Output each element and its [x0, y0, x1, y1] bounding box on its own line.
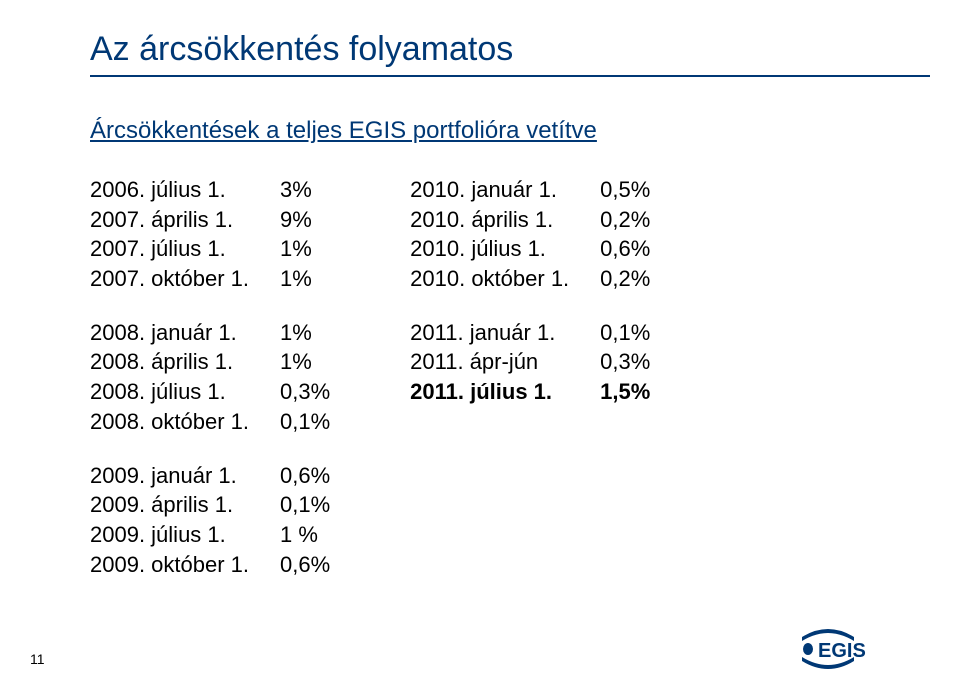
row-label: 2008. október 1.	[90, 407, 280, 437]
row-label: 2010. január 1.	[410, 175, 600, 205]
table-row: 2007. július 1.1%	[90, 234, 330, 264]
row-label: 2006. július 1.	[90, 175, 280, 205]
block-left-3: 2009. január 1.0,6% 2009. április 1.0,1%…	[90, 461, 330, 580]
row-value: 0,3%	[600, 347, 650, 377]
row-value: 1 %	[280, 520, 318, 550]
title-rule	[90, 75, 930, 77]
row-label: 2009. július 1.	[90, 520, 280, 550]
table-row: 2010. október 1.0,2%	[410, 264, 650, 294]
block-right-1: 2010. január 1.0,5% 2010. április 1.0,2%…	[410, 175, 650, 294]
table-row-bold: 2011. július 1.1,5%	[410, 377, 650, 407]
row-label: 2011. ápr-jún	[410, 347, 600, 377]
row-label: 2011. július 1.	[410, 377, 600, 407]
row-value: 9%	[280, 205, 312, 235]
page-number: 11	[30, 651, 45, 667]
svg-text:EGIS: EGIS	[818, 640, 866, 662]
table-row: 2007. október 1.1%	[90, 264, 330, 294]
row-value: 1%	[280, 234, 312, 264]
table-row: 2011. ápr-jún0,3%	[410, 347, 650, 377]
row-value: 0,1%	[280, 407, 330, 437]
row-label: 2010. április 1.	[410, 205, 600, 235]
row-label: 2009. április 1.	[90, 490, 280, 520]
row-label: 2007. október 1.	[90, 264, 280, 294]
block-left-2: 2008. január 1.1% 2008. április 1.1% 200…	[90, 318, 330, 437]
row-value: 0,6%	[600, 234, 650, 264]
row-label: 2007. április 1.	[90, 205, 280, 235]
row-value: 0,6%	[280, 550, 330, 580]
row-label: 2009. október 1.	[90, 550, 280, 580]
row-label: 2008. július 1.	[90, 377, 280, 407]
right-column: 2010. január 1.0,5% 2010. április 1.0,2%…	[410, 175, 650, 579]
block-right-2: 2011. január 1.0,1% 2011. ápr-jún0,3% 20…	[410, 318, 650, 407]
row-value: 1%	[280, 318, 312, 348]
row-value: 0,2%	[600, 264, 650, 294]
page-title: Az árcsökkentés folyamatos	[60, 30, 900, 69]
row-label: 2009. január 1.	[90, 461, 280, 491]
row-value: 0,1%	[600, 318, 650, 348]
table-row: 2011. január 1.0,1%	[410, 318, 650, 348]
row-label: 2010. július 1.	[410, 234, 600, 264]
row-label: 2008. január 1.	[90, 318, 280, 348]
table-row: 2010. április 1.0,2%	[410, 205, 650, 235]
row-value: 1%	[280, 347, 312, 377]
table-row: 2007. április 1.9%	[90, 205, 330, 235]
table-row: 2009. október 1.0,6%	[90, 550, 330, 580]
row-label: 2011. január 1.	[410, 318, 600, 348]
table-row: 2010. január 1.0,5%	[410, 175, 650, 205]
row-value: 0,1%	[280, 490, 330, 520]
row-label: 2007. július 1.	[90, 234, 280, 264]
row-value: 1%	[280, 264, 312, 294]
table-row: 2009. január 1.0,6%	[90, 461, 330, 491]
table-row: 2009. július 1.1 %	[90, 520, 330, 550]
egis-logo: EGIS	[800, 627, 910, 669]
egis-logo-icon: EGIS	[800, 627, 910, 669]
row-label: 2010. október 1.	[410, 264, 600, 294]
table-row: 2008. április 1.1%	[90, 347, 330, 377]
row-value: 0,2%	[600, 205, 650, 235]
left-column: 2006. július 1.3% 2007. április 1.9% 200…	[90, 175, 330, 579]
row-value: 1,5%	[600, 377, 650, 407]
table-row: 2006. július 1.3%	[90, 175, 330, 205]
subtitle: Árcsökkentések a teljes EGIS portfolióra…	[60, 117, 900, 145]
row-value: 0,6%	[280, 461, 330, 491]
row-value: 0,3%	[280, 377, 330, 407]
table-row: 2010. július 1.0,6%	[410, 234, 650, 264]
columns: 2006. július 1.3% 2007. április 1.9% 200…	[60, 175, 900, 579]
table-row: 2008. július 1.0,3%	[90, 377, 330, 407]
table-row: 2008. január 1.1%	[90, 318, 330, 348]
row-value: 0,5%	[600, 175, 650, 205]
slide: Az árcsökkentés folyamatos Árcsökkentése…	[0, 0, 960, 687]
table-row: 2009. április 1.0,1%	[90, 490, 330, 520]
row-label: 2008. április 1.	[90, 347, 280, 377]
table-row: 2008. október 1.0,1%	[90, 407, 330, 437]
block-left-1: 2006. július 1.3% 2007. április 1.9% 200…	[90, 175, 330, 294]
row-value: 3%	[280, 175, 312, 205]
